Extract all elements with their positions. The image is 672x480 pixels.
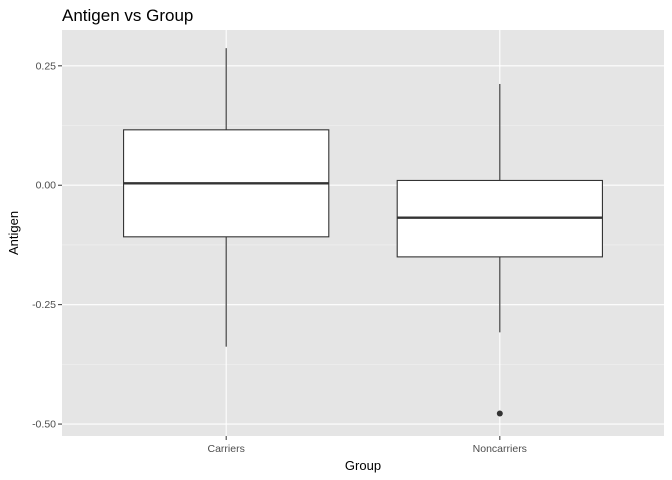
box-carriers [123,48,330,347]
x-axis-title: Group [345,458,381,473]
y-tick-label: -0.25 [32,299,56,311]
y-axis-title: Antigen [6,211,21,255]
chart-title: Antigen vs Group [62,6,193,25]
boxes-layer [123,48,603,417]
x-axis: Carriers Noncarriers [208,436,527,455]
y-tick-label: 0.00 [36,180,57,192]
y-tick-label: -0.50 [32,419,56,431]
outlier-point [496,410,503,417]
x-tick-label: Carriers [208,443,245,455]
y-axis: -0.50 -0.25 0.00 0.25 [32,60,62,431]
x-tick-label: Noncarriers [473,443,527,455]
y-tick-label: 0.25 [36,60,57,72]
box-noncarriers [396,83,603,417]
